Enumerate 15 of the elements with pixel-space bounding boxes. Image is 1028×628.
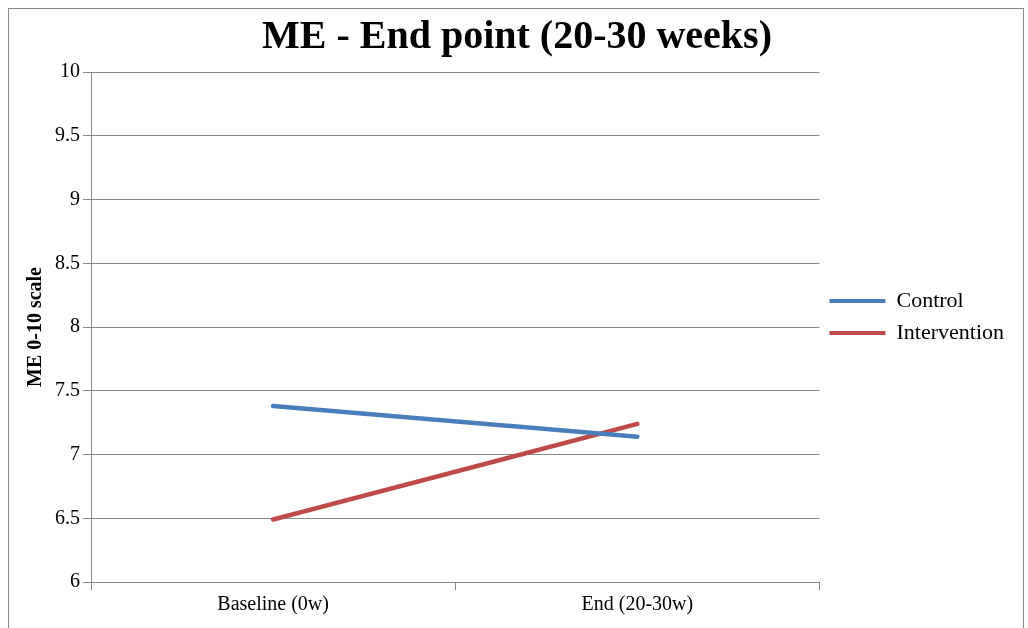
y-axis-title: ME 0-10 scale: [23, 266, 46, 387]
y-tick-label: 6.5: [55, 505, 80, 528]
legend-label: Intervention: [896, 318, 1005, 344]
y-tick-label: 8: [70, 314, 80, 337]
legend-label: Control: [896, 286, 964, 312]
x-tick-label: Baseline (0w): [217, 592, 329, 616]
y-tick-label: 7.5: [55, 378, 80, 400]
y-tick-label: 7: [70, 441, 80, 464]
y-tick-label: 9: [70, 186, 80, 209]
y-tick-label: 10: [60, 59, 80, 82]
y-tick-label: 6: [70, 569, 80, 592]
y-tick-label: 9.5: [55, 123, 80, 145]
y-tick-label: 8.5: [55, 250, 80, 273]
x-tick-label: End (20-30w): [581, 592, 694, 616]
chart-title: ME - End point (20-30 weeks): [261, 12, 773, 58]
